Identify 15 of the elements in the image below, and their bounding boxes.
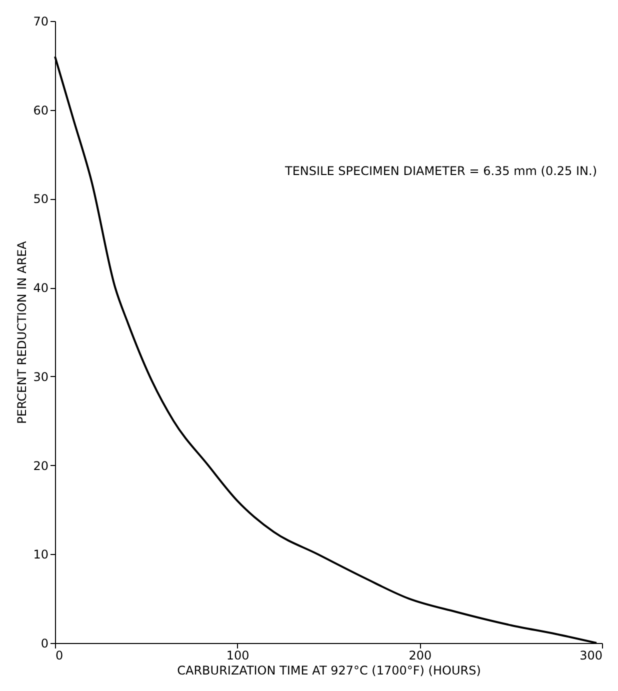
x-tick-label: 100 [226,648,250,662]
y-axis-title: PERCENT REDUCTION IN AREA [15,240,30,424]
y-tick-label: 0 [40,636,48,650]
x-tick-label: 0 [56,648,64,662]
y-tick-label: 70 [33,14,48,28]
y-tick-label: 50 [33,192,48,206]
y-tick-label: 20 [33,458,48,473]
x-tick-label: 300 [580,648,602,662]
annotation: TENSILE SPECIMEN DIAMETER = 6.35 mm (0.25 IN.) [284,164,598,178]
x-axis-title: CARBURIZATION TIME AT 927°C (1700°F) (HOURS) [177,664,481,678]
y-tick-label: 40 [33,281,48,296]
y-tick-label: 30 [33,370,48,384]
x-tick-label: 200 [408,648,432,662]
y-tick-label: 10 [33,548,48,562]
y-tick-label: 60 [33,103,48,118]
